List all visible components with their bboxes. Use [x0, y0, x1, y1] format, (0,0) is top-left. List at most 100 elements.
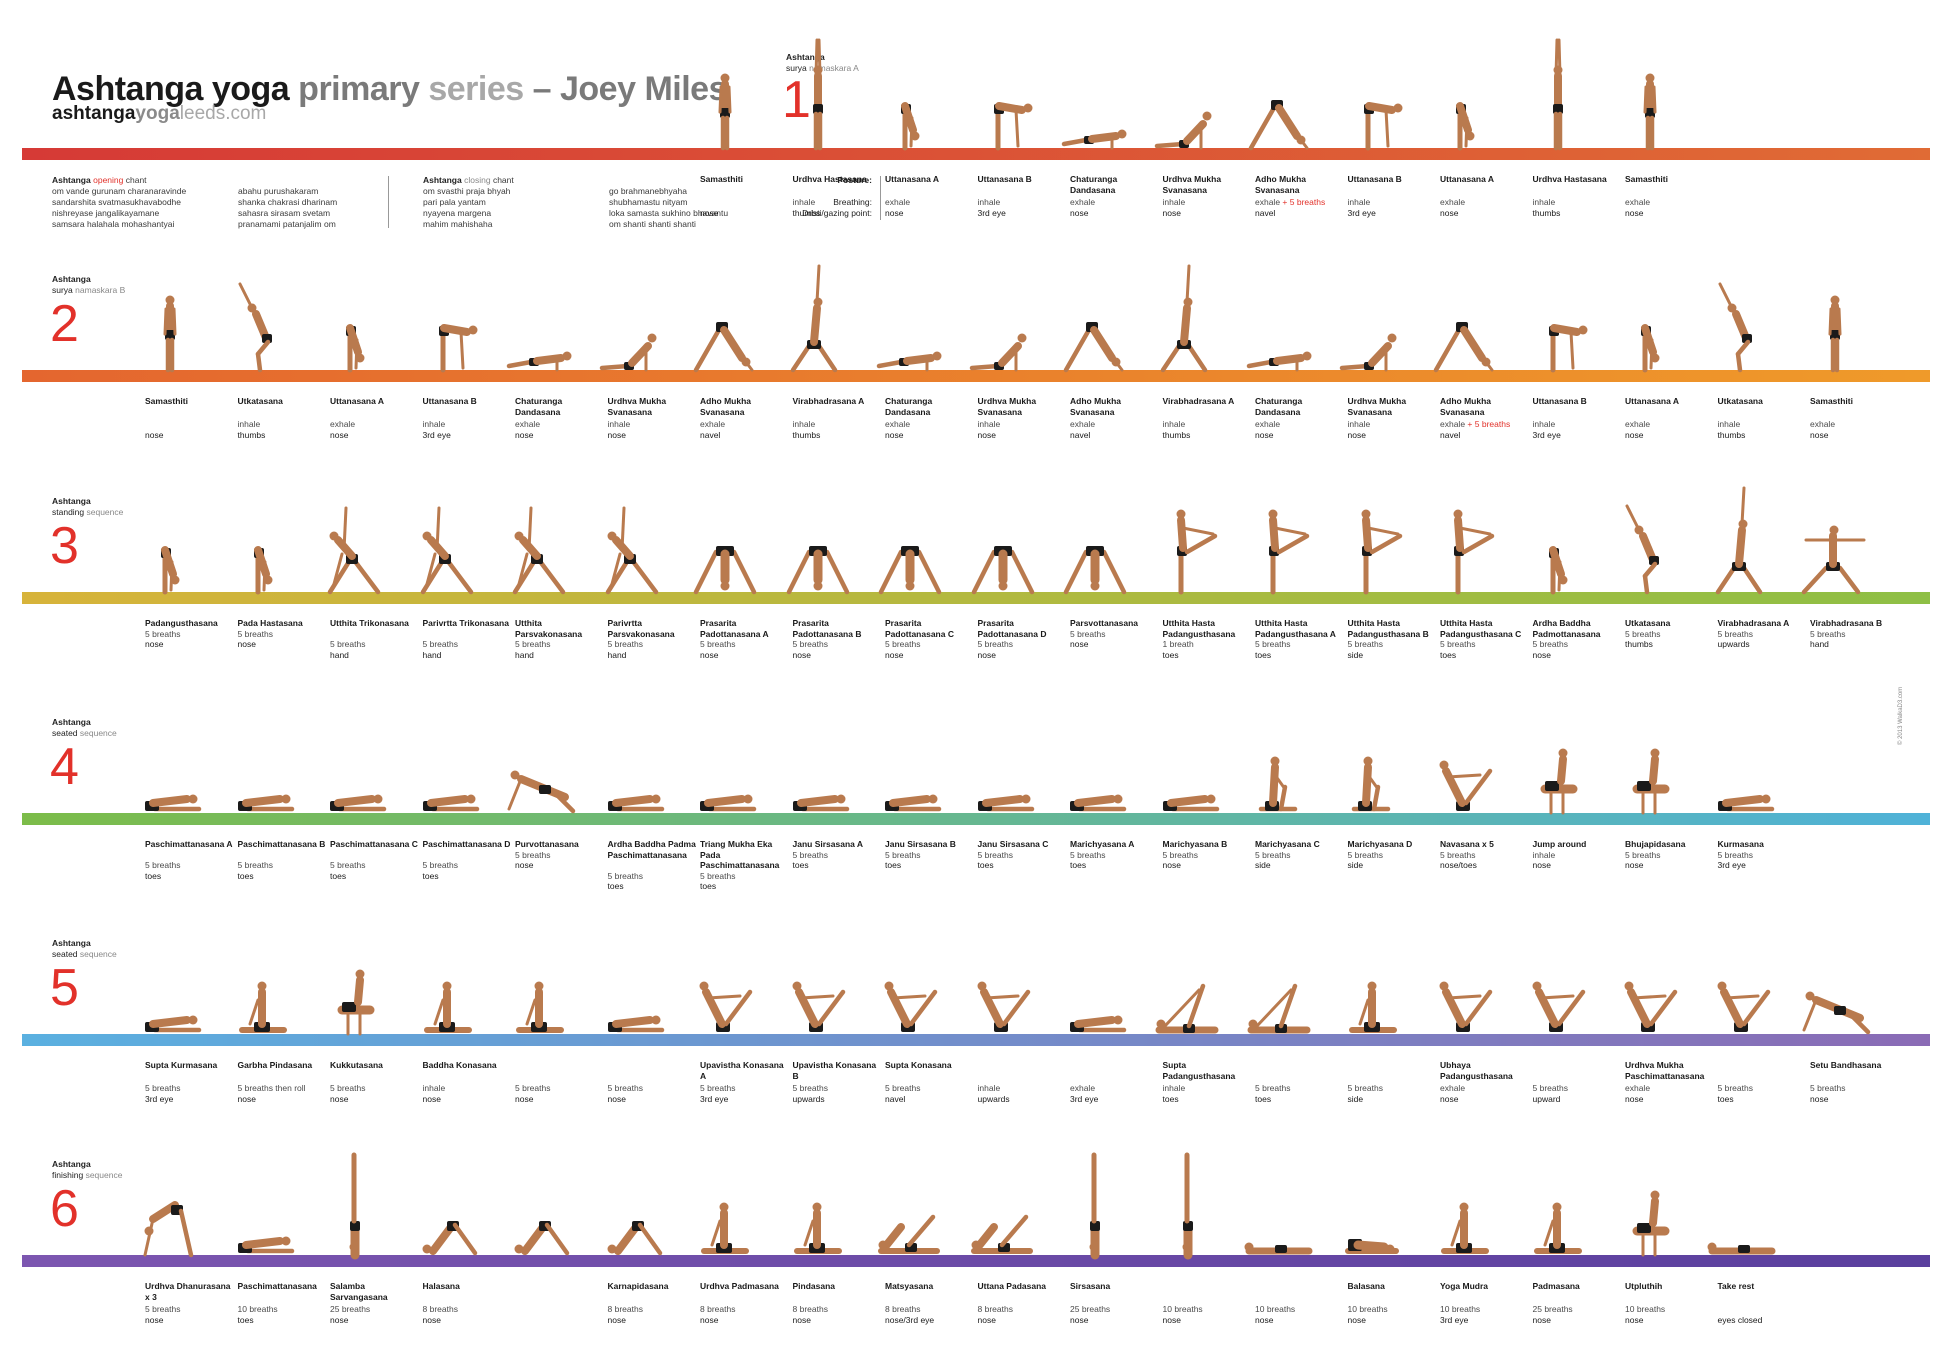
pose-gaze: nose — [1625, 429, 1644, 440]
pose-breathing: 5 breaths — [792, 1083, 828, 1093]
pose-label: Kukkutasana 5 breaths nose — [330, 1060, 420, 1104]
pose-gaze: nose — [607, 1314, 626, 1325]
pose-gaze: toes — [1255, 1093, 1272, 1104]
pose-figure — [505, 1147, 575, 1257]
pose-name: Samasthiti — [145, 396, 188, 406]
pose-breathing: 5 breaths — [1347, 849, 1383, 860]
pose-name: Padangusthasana — [145, 618, 218, 628]
pose-breathing: 10 breaths — [1162, 1304, 1203, 1314]
pose-name: Urdhva Mukha Svanasana — [1162, 174, 1222, 195]
pose-label: Uttanasana A exhale nose — [885, 174, 975, 218]
pose-silhouette — [1441, 1202, 1489, 1254]
pose-breathing: 5 breaths — [792, 639, 828, 649]
pose-figure — [1708, 926, 1778, 1036]
pose-label: Baddha Konasana inhale nose — [423, 1060, 513, 1104]
pose-label: Uttanasana B inhale 3rd eye — [1348, 174, 1438, 218]
pose-gaze: toes — [330, 870, 347, 881]
pose-label: Paschimattanasana D 5 breaths toes — [423, 839, 513, 881]
pose-breathing: 5 breaths — [700, 639, 736, 649]
pose-figure — [875, 705, 945, 815]
pose-gaze: nose — [1532, 649, 1551, 660]
pose-figure — [690, 1147, 760, 1257]
pose-silhouette — [238, 282, 272, 373]
pose-figure — [1800, 926, 1871, 1036]
opening-heading-kw: opening — [93, 175, 124, 185]
pose-silhouette — [1339, 333, 1396, 372]
title-part-2: primary — [298, 70, 420, 108]
pose-gaze: nose — [1810, 429, 1829, 440]
opening-line: samsara halahala mohashantyai — [52, 219, 175, 229]
pose-label: Chaturanga Dandasana exhale nose — [885, 396, 975, 440]
pose-label: Balasana 10 breaths nose — [1348, 1281, 1438, 1325]
pose-breathing: 5 breaths — [885, 639, 921, 649]
pose-breathing — [145, 419, 235, 430]
pose-silhouette — [327, 506, 381, 595]
pose-figure — [320, 926, 390, 1036]
pose-name: Purvottanasana — [515, 839, 579, 849]
pose-gaze: 3rd eye — [422, 429, 451, 440]
pose-silhouette — [514, 1221, 570, 1256]
pose-label: 5 breaths nose — [608, 1060, 698, 1104]
pose-name — [1533, 1060, 1623, 1083]
section-label-sub: surya namaskara B — [52, 285, 125, 296]
pose-name: Utpluthih — [1625, 1281, 1663, 1291]
pose-breathing — [1718, 1304, 1808, 1315]
opening-line: sahasra sirasam svetam — [238, 208, 331, 218]
pose-name — [515, 1060, 605, 1083]
pose-silhouette — [878, 1214, 940, 1254]
pose-breathing-extra: + 5 breaths — [1465, 419, 1511, 429]
pose-gaze: toes — [237, 1314, 254, 1325]
section-label: Ashtanga surya namaskara B — [52, 274, 125, 296]
pose-silhouette — [506, 351, 572, 372]
pose-label: Urdhva Hastasana inhale thumbs — [793, 174, 883, 218]
pose-silhouette — [977, 981, 1030, 1032]
pose-figure — [1523, 1147, 1593, 1257]
pose-figure — [875, 1147, 945, 1257]
pose-silhouette — [1439, 981, 1493, 1032]
pose-figure — [1338, 484, 1408, 595]
pose-breathing: 5 breaths — [145, 1304, 181, 1314]
section-number: 1 — [782, 71, 811, 129]
pose-gaze: navel — [1255, 207, 1276, 218]
pose-name — [608, 1060, 698, 1083]
pose-silhouette — [790, 264, 837, 373]
pose-label: Uttanasana A exhale nose — [330, 396, 420, 440]
pose-gaze: nose — [1625, 1093, 1644, 1104]
pose-name: Adho Mukha Svanasana — [1070, 396, 1121, 417]
pose-breathing: exhale — [1440, 1083, 1466, 1093]
pose-silhouette — [901, 102, 920, 151]
legend-posture: Posture: — [837, 175, 872, 185]
section-label-suffix: namaskara A — [809, 63, 859, 73]
pose-label: Take rest eyes closed — [1718, 1281, 1808, 1325]
pose-label: Virabhadrasana A inhale thumbs — [1163, 396, 1253, 440]
pose-name: Urdhva Mukha Svanasana — [977, 396, 1037, 417]
pose-figure — [505, 926, 575, 1036]
pose-breathing: 5 breaths — [1810, 628, 1846, 639]
section-number: 6 — [50, 1180, 79, 1238]
pose-name: Paschimattanasana A — [145, 839, 233, 849]
pose-label: Urdhva Mukha Svanasana inhale nose — [1163, 174, 1253, 218]
pose-breathing: 5 breaths — [885, 849, 921, 860]
pose-breathing: 5 breaths — [1347, 1083, 1383, 1093]
pose-silhouette — [1439, 760, 1493, 811]
pose-name: Bhujapidasana — [1625, 839, 1686, 849]
pose-silhouette — [792, 794, 849, 812]
pose-figure — [1707, 1147, 1778, 1257]
pose-label: Urdhva Mukha Paschimattanasana exhale nose — [1625, 1060, 1715, 1104]
pose-name: Yoga Mudra — [1440, 1281, 1489, 1291]
pose-label: Adho Mukha Svanasana exhale + 5 breaths na… — [1255, 174, 1345, 218]
pose-breathing: 5 breaths — [1810, 1083, 1846, 1093]
pose-label: Upavistha Konasana A 5 breaths 3rd eye — [700, 1060, 790, 1104]
pose-gaze: nose — [1070, 1314, 1089, 1325]
pose-name: Urdhva Mukha Svanasana — [607, 396, 667, 417]
site-url[interactable]: ashtangayogaleeds.com — [52, 103, 266, 125]
pose-figure — [1153, 1147, 1223, 1260]
pose-breathing: 5 breaths — [977, 639, 1013, 649]
title-part-4: – Joey Miles — [532, 70, 728, 108]
opening-chant-col2: abahu purushakaram shanka chakrasi dhari… — [238, 186, 337, 230]
section-label-suffix: sequence — [86, 507, 124, 517]
pose-gaze: nose — [1625, 1314, 1644, 1325]
section-label-keyword: surya — [52, 285, 76, 295]
pose-figure — [1615, 926, 1685, 1036]
